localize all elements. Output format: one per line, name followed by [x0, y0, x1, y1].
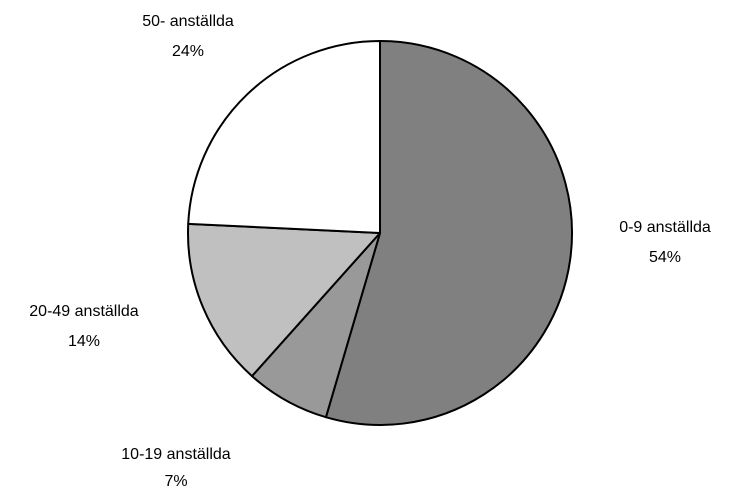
pie-slice-50-anstallda — [187, 40, 381, 234]
slice-percent-0-9-anstallda: 54% — [649, 249, 681, 266]
pie-slice-20-49-anstallda — [187, 222, 381, 378]
pie-slice-0-9-anstallda — [324, 40, 574, 426]
slices-layer — [187, 40, 574, 426]
slice-label-10-19-anstallda: 10-19 anställda — [121, 446, 231, 463]
slice-label-50-anstallda: 50- anställda — [142, 13, 234, 30]
slice-percent-20-49-anstallda: 14% — [68, 333, 100, 350]
slice-label-20-49-anstallda: 20-49 anställda — [29, 303, 139, 320]
slice-label-0-9-anstallda: 0-9 anställda — [619, 219, 711, 236]
slice-percent-50-anstallda: 24% — [172, 43, 204, 60]
slice-percent-10-19-anstallda: 7% — [164, 473, 187, 488]
labels-layer: 0-9 anställda 54% 10-19 anställda 7% 20-49 a… — [29, 13, 711, 490]
